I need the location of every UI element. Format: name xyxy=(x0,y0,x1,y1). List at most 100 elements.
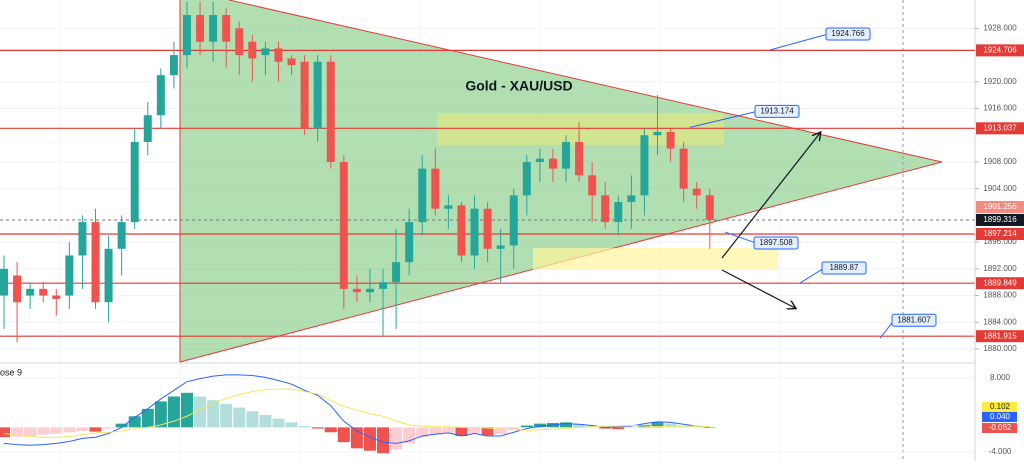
histogram-bar xyxy=(180,392,193,428)
level-label-bg xyxy=(976,44,1024,57)
macd-pane xyxy=(0,374,975,454)
candle-body xyxy=(182,15,191,56)
histogram-bar xyxy=(429,427,442,435)
y-tick-label: 1916.000 xyxy=(983,104,1017,113)
triangle-edge xyxy=(228,0,943,163)
candles xyxy=(0,1,714,343)
histogram-bar xyxy=(128,416,141,428)
candle-body xyxy=(705,195,714,220)
histogram-bar xyxy=(651,422,664,428)
last-value-label: 0.102 xyxy=(990,402,1011,411)
candle-body xyxy=(640,135,649,196)
candle-body xyxy=(418,168,427,223)
callout-box xyxy=(753,236,799,250)
candle-body xyxy=(235,28,244,56)
histogram-bar xyxy=(481,427,494,436)
histogram-bar xyxy=(625,427,638,428)
histogram-bar xyxy=(573,424,586,428)
candle-body xyxy=(65,255,74,296)
level-label: 1889.849 xyxy=(983,278,1017,287)
callouts: 1924.766 1913.174 1897.508 1889.87 1881.607 xyxy=(689,27,937,339)
histogram-bar xyxy=(324,427,337,433)
price-label: 1899.316 xyxy=(983,215,1017,224)
candle-body xyxy=(26,288,35,296)
histogram-bar xyxy=(154,401,167,428)
candle-body xyxy=(379,282,388,289)
histogram-bar xyxy=(298,426,311,428)
histogram-bar xyxy=(76,427,89,432)
histogram-bar xyxy=(599,427,612,429)
candle-body xyxy=(117,222,126,249)
histogram-bar xyxy=(690,426,703,428)
y-tick-label: 8.000 xyxy=(990,373,1011,382)
candle-body xyxy=(248,41,257,59)
callout-label: 1881.607 xyxy=(897,315,931,324)
level-label-bg xyxy=(976,330,1024,343)
price-label-bg xyxy=(976,201,1024,214)
candle-body xyxy=(509,195,518,246)
histogram-bar xyxy=(89,427,102,432)
histogram-bar xyxy=(390,427,403,450)
y-tick-label: 1892.000 xyxy=(983,264,1017,273)
histogram-bar xyxy=(703,427,716,428)
histogram-bar xyxy=(442,427,455,434)
level-label: 1913.037 xyxy=(983,123,1017,132)
callout-leader xyxy=(799,267,825,284)
histogram-bar xyxy=(494,427,507,435)
candle-body xyxy=(575,141,584,176)
candle-body xyxy=(431,168,440,209)
candle-body xyxy=(522,161,531,196)
price-label-bg xyxy=(976,213,1024,226)
histogram-bar xyxy=(272,418,285,428)
histogram-bar xyxy=(664,423,677,428)
candle-body xyxy=(196,15,205,42)
candle-body xyxy=(300,61,309,129)
candle-body xyxy=(39,288,48,296)
candle-body xyxy=(13,275,22,303)
histogram-bar xyxy=(220,403,233,428)
triangle-pattern xyxy=(180,0,942,362)
callout-label: 1897.508 xyxy=(759,238,793,247)
candle-body xyxy=(261,48,270,56)
candle-body xyxy=(601,195,610,223)
candle-body xyxy=(326,61,335,162)
candle-body xyxy=(339,161,348,289)
callout-label: 1913.174 xyxy=(760,107,794,116)
arrow-down xyxy=(721,269,795,308)
candle-body xyxy=(392,262,401,283)
candle-body xyxy=(470,208,479,256)
level-label: 1897.214 xyxy=(983,229,1017,238)
histogram-bar xyxy=(337,427,350,443)
candle-body xyxy=(52,295,61,299)
histogram-bar xyxy=(377,427,390,454)
last-value-bg xyxy=(982,423,1017,433)
last-value-bg xyxy=(982,412,1017,422)
last-value-bg xyxy=(982,402,1017,412)
candle-body xyxy=(614,202,623,223)
macd-legend: ose 9 xyxy=(0,367,22,377)
macd-line xyxy=(3,388,710,438)
last-value-label: 0.040 xyxy=(990,412,1011,421)
candle-body xyxy=(0,268,8,296)
histogram-bar xyxy=(560,422,573,428)
candle-body xyxy=(562,141,571,169)
candle-body xyxy=(130,141,139,223)
histogram-bar xyxy=(246,411,259,428)
callout-box xyxy=(891,313,937,327)
histogram-bar xyxy=(102,427,115,429)
histogram-bar xyxy=(612,427,625,430)
candle-body xyxy=(104,248,113,303)
callout-box xyxy=(821,261,867,275)
axis-labels: 1880.000 1884.000 1888.000 1892.000 1896.000… xyxy=(975,23,1024,456)
y-tick-label: 1920.000 xyxy=(983,77,1017,86)
level-label: 1924.706 xyxy=(983,45,1017,54)
level-label: 1881.915 xyxy=(983,331,1017,340)
callout-label: 1924.766 xyxy=(831,29,865,38)
resistance-zone xyxy=(437,113,724,145)
candle-body xyxy=(679,148,688,189)
candle-body xyxy=(156,75,165,116)
callout-box xyxy=(754,104,800,118)
histogram-bar xyxy=(533,423,546,428)
histogram-bar xyxy=(285,422,298,428)
